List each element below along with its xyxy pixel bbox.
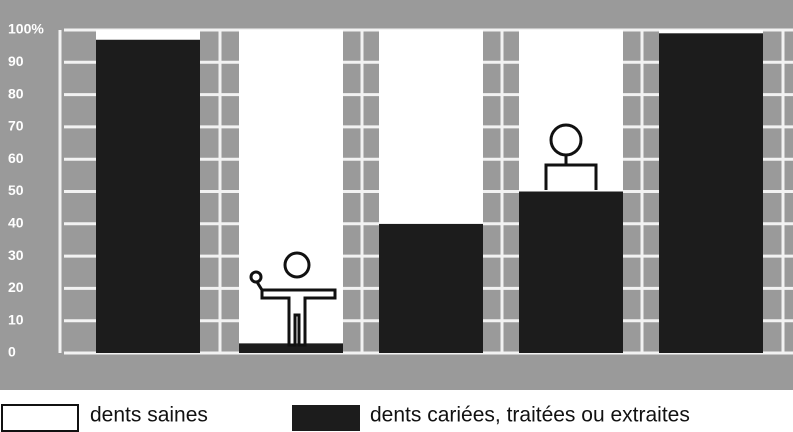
y-tick-label: 0 (8, 344, 16, 360)
bar (96, 40, 200, 353)
bar (519, 192, 623, 354)
chart: 0 10 20 30 40 50 60 70 80 90 100% dents saines den… (0, 0, 793, 432)
legend-swatch (292, 405, 360, 431)
legend: dents saines dents cariées, traitées ou … (2, 404, 690, 431)
legend-label: dents saines (90, 404, 208, 427)
y-tick-label: 80 (8, 85, 24, 101)
legend-swatch (2, 405, 78, 431)
bar (379, 224, 483, 353)
bar (379, 30, 483, 224)
plot: 0 10 20 30 40 50 60 70 80 90 100% (8, 21, 793, 360)
y-tick-label: 20 (8, 279, 24, 295)
legend-label: dents cariées, traitées ou extraites (370, 404, 690, 427)
y-tick-label: 40 (8, 215, 24, 231)
y-tick-label: 70 (8, 118, 24, 134)
bar (96, 30, 200, 40)
y-tick-label: 30 (8, 247, 24, 263)
y-tick-label: 60 (8, 150, 24, 166)
y-tick-label: 90 (8, 53, 24, 69)
y-tick-label: 10 (8, 311, 24, 327)
y-tick-label: 50 (8, 182, 24, 198)
y-tick-label: 100% (8, 21, 44, 37)
bar (659, 33, 763, 353)
bar (659, 30, 763, 33)
